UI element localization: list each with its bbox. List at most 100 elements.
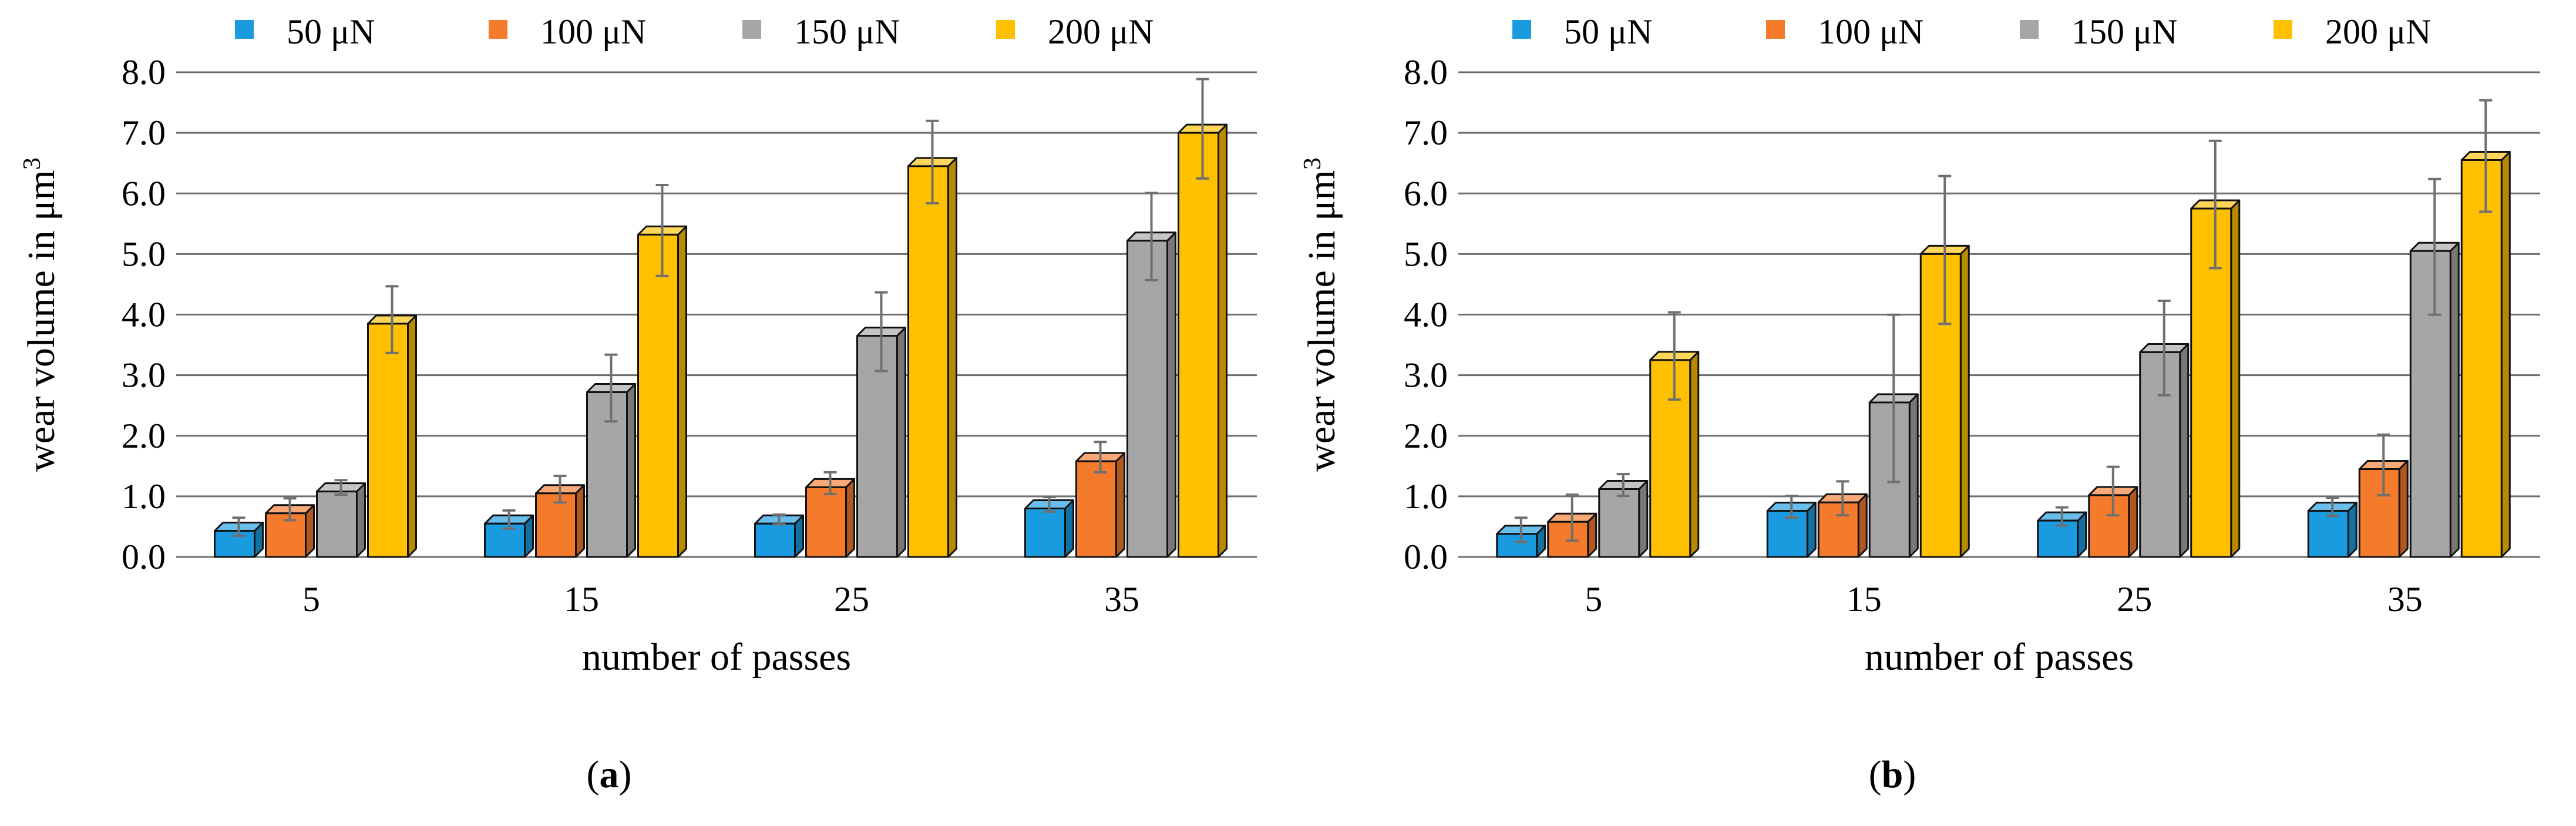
bar-front — [2088, 494, 2130, 558]
legend-swatch — [489, 20, 507, 39]
x-axis-title: number of passes — [1865, 636, 2134, 679]
bar-200-uN-25 — [907, 119, 957, 558]
bar-side — [575, 484, 585, 558]
legend-label: 100 μN — [1818, 12, 1924, 51]
bar-side — [896, 327, 906, 558]
x-tick-label: 15 — [1847, 580, 1882, 619]
bar-side — [1166, 231, 1176, 558]
bar-front — [856, 335, 898, 558]
bar-100-uN-25 — [805, 471, 855, 558]
legend-item: 150 μN — [2020, 12, 2178, 51]
y-tick-label: 6.0 — [1404, 174, 1448, 213]
legend-swatch — [1766, 20, 1785, 39]
y-tick-label: 7.0 — [1404, 113, 1448, 152]
bar-side — [2398, 459, 2409, 558]
y-tick-label: 3.0 — [1404, 356, 1448, 395]
bar-side — [1218, 123, 1228, 558]
chart-panel-b: 0.0 1.0 2.0 3.0 4.0 5.0 6.0 7.0 8.0 5 15 25 35 number… — [1299, 12, 2540, 796]
legend-label: 150 μN — [2071, 12, 2178, 51]
bar-50-uN-5 — [1496, 516, 1546, 558]
legend-item: 100 μN — [1766, 12, 1924, 51]
bar-side — [2128, 486, 2138, 558]
bar-front — [2358, 468, 2400, 558]
y-tick-label: 5.0 — [1404, 234, 1448, 273]
legend-swatch — [1512, 20, 1531, 39]
y-axis-title-text: wear volume in μm — [20, 170, 63, 472]
bar-front — [316, 491, 358, 558]
x-tick-label: 25 — [2117, 580, 2152, 619]
bar-front — [1547, 521, 1589, 558]
legend-swatch — [235, 20, 254, 39]
bar-150-uN-25 — [2139, 300, 2190, 558]
bar-side — [1908, 393, 1919, 558]
bar-front — [1178, 132, 1219, 558]
panel-label-open: ( — [1869, 753, 1882, 796]
bar-50-uN-15 — [484, 509, 534, 558]
chart-panel-a: 0.0 1.0 2.0 3.0 4.0 5.0 6.0 7.0 8.0 5 15 25 35 number… — [19, 12, 1257, 796]
y-tick-label: 5.0 — [122, 234, 166, 273]
bar-150-uN-5 — [316, 479, 366, 558]
bar-side — [1064, 499, 1074, 558]
y-tick-label: 7.0 — [122, 113, 166, 152]
bar-50-uN-35 — [1024, 496, 1074, 558]
bar-50-uN-25 — [754, 513, 804, 558]
panel-label-letter: b — [1882, 753, 1904, 796]
bar-side — [677, 225, 687, 558]
bar-front — [907, 165, 949, 558]
y-tick-label: 3.0 — [122, 356, 166, 395]
y-tick-label: 1.0 — [1404, 477, 1448, 516]
bar-200-uN-5 — [367, 285, 417, 558]
bar-200-uN-25 — [2190, 139, 2241, 558]
bar-side — [1857, 493, 1868, 558]
panel-label-close: ) — [1903, 753, 1916, 796]
y-tick-label: 0.0 — [1404, 538, 1448, 576]
bar-side — [356, 482, 366, 558]
bar-side — [947, 157, 957, 558]
bar-150-uN-15 — [1868, 313, 1919, 558]
legend-item: 150 μN — [742, 12, 900, 51]
panel-label: (b) — [1869, 753, 1916, 796]
legend-label: 50 μN — [287, 12, 375, 51]
y-tick-label: 8.0 — [1404, 53, 1448, 92]
bar-front — [1126, 240, 1168, 558]
bar-front — [2307, 510, 2349, 558]
bar-150-uN-15 — [586, 353, 636, 558]
x-tick-label: 35 — [2387, 580, 2423, 619]
panel-label-close: ) — [619, 753, 632, 796]
bar-front — [2409, 250, 2451, 558]
bar-side — [626, 383, 636, 558]
bar-front — [1868, 401, 1911, 558]
bar-150-uN-25 — [856, 291, 906, 558]
bar-front — [586, 391, 628, 558]
bar-front — [1496, 533, 1538, 558]
bar-100-uN-35 — [1075, 441, 1125, 558]
y-tick-label: 6.0 — [122, 174, 166, 213]
bar-side — [1959, 244, 1970, 558]
bar-100-uN-35 — [2358, 433, 2409, 558]
bar-side — [2179, 343, 2190, 558]
bar-front — [1075, 460, 1117, 558]
bar-100-uN-5 — [265, 497, 315, 558]
legend-swatch — [996, 20, 1015, 39]
bar-50-uN-25 — [2037, 506, 2087, 558]
bar-50-uN-35 — [2307, 496, 2358, 558]
y-tick-label: 0.0 — [122, 538, 166, 576]
legend-label: 200 μN — [1048, 12, 1154, 51]
y-axis-title-text: wear volume in μm — [1300, 170, 1343, 472]
bar-50-uN-5 — [214, 516, 264, 558]
bar-front — [637, 233, 679, 558]
y-axis-title: wear volume in μm3 — [1299, 157, 1343, 472]
bar-side — [2500, 151, 2511, 558]
y-tick-label: 4.0 — [122, 296, 166, 334]
x-tick-label: 5 — [1585, 580, 1602, 619]
bar-side — [845, 478, 855, 558]
bar-200-uN-35 — [1178, 78, 1228, 558]
bar-front — [1024, 508, 1066, 558]
bar-100-uN-5 — [1547, 493, 1598, 558]
legend: 50 μN 100 μN 150 μN 200 μN — [1512, 12, 2432, 51]
legend-label: 100 μN — [540, 12, 647, 51]
panel-label-open: ( — [587, 753, 600, 796]
legend-item: 50 μN — [1512, 12, 1653, 51]
legend-item: 100 μN — [489, 12, 647, 51]
y-tick-label: 1.0 — [122, 477, 166, 516]
